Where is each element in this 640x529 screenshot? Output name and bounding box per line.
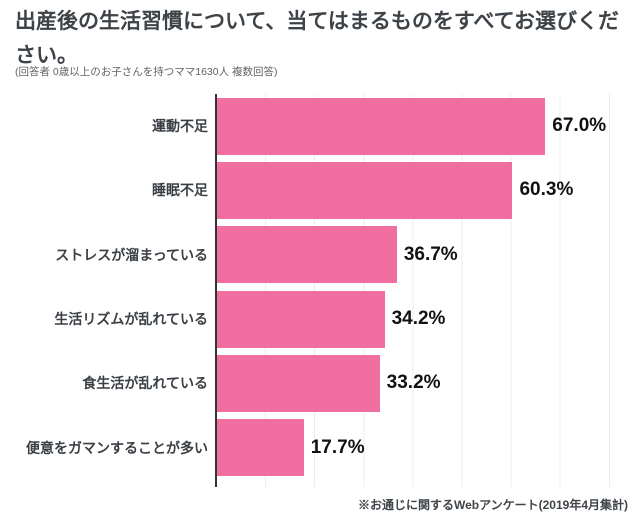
value-label: 67.0%	[552, 115, 607, 137]
chart-row: 睡眠不足 60.3%	[0, 158, 640, 222]
bar-track: 67.0%	[217, 94, 640, 158]
value-label: 33.2%	[386, 372, 441, 394]
bar	[217, 419, 304, 477]
bar	[217, 290, 385, 348]
chart-row: 便意をガマンすることが多い 17.7%	[0, 416, 640, 480]
chart-row: 食生活が乱れている 33.2%	[0, 351, 640, 415]
value-label: 36.7%	[403, 243, 458, 265]
category-label: 睡眠不足	[152, 182, 208, 199]
bar-track: 33.2%	[217, 351, 640, 415]
bar-chart: 運動不足 67.0% 睡眠不足 60.3% ストレスが溜まっている 36.7% 生活リズムが…	[0, 94, 640, 487]
chart-row: 生活リズムが乱れている 34.2%	[0, 287, 640, 351]
category-label: 運動不足	[152, 118, 208, 135]
chart-row: ストレスが溜まっている 36.7%	[0, 223, 640, 287]
bar	[217, 226, 397, 284]
category-label: 食生活が乱れている	[82, 375, 208, 392]
category-label: 生活リズムが乱れている	[54, 311, 208, 328]
category-label: 便意をガマンすることが多い	[26, 439, 208, 456]
footnote: ※お通じに関するWebアンケート(2019年4月集計)	[358, 498, 628, 512]
chart-row: 運動不足 67.0%	[0, 94, 640, 158]
bar	[217, 354, 380, 412]
value-label: 17.7%	[310, 436, 365, 458]
bar-track: 60.3%	[217, 158, 640, 222]
bar-track: 17.7%	[217, 416, 640, 480]
bar	[217, 161, 513, 219]
page-title: 出産後の生活習慣について、当てはまるものをすべてお選びください。	[15, 10, 619, 67]
category-label: ストレスが溜まっている	[55, 246, 208, 263]
value-label: 34.2%	[391, 308, 446, 330]
value-label: 60.3%	[519, 179, 574, 201]
bar-track: 34.2%	[217, 287, 640, 351]
bar	[217, 97, 546, 155]
chart-subtitle: (回答者 0歳以上のお子さんを持つママ1630人 複数回答)	[15, 66, 278, 78]
chart-rows: 運動不足 67.0% 睡眠不足 60.3% ストレスが溜まっている 36.7% 生活リズムが…	[0, 94, 640, 480]
bar-track: 36.7%	[217, 223, 640, 287]
